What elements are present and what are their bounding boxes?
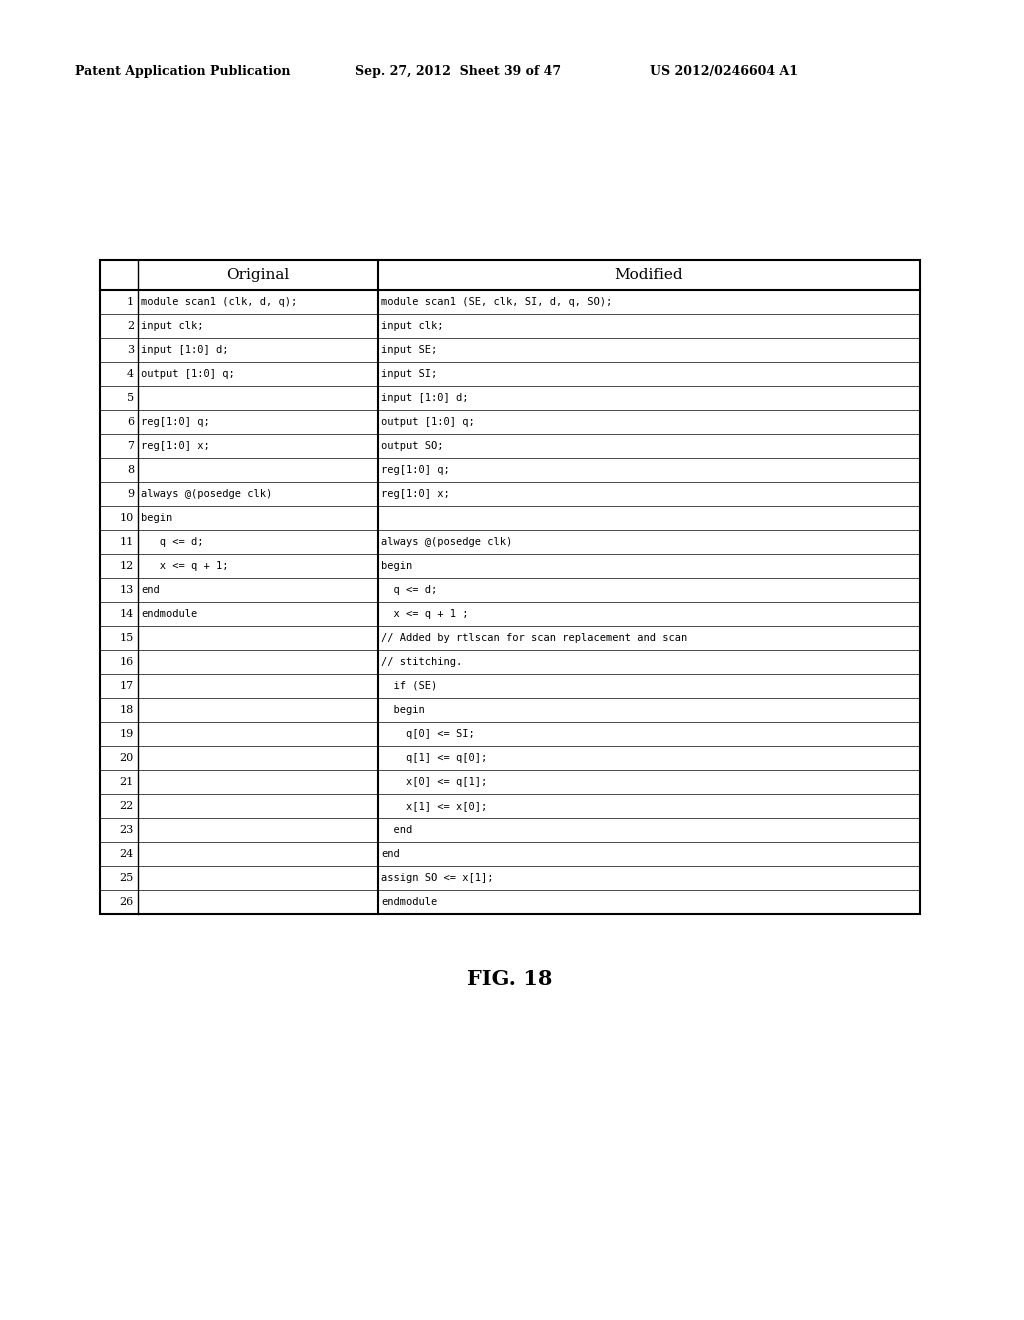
Text: 23: 23 <box>120 825 134 836</box>
Text: reg[1:0] q;: reg[1:0] q; <box>381 465 450 475</box>
Text: assign SO <= x[1];: assign SO <= x[1]; <box>381 873 494 883</box>
Text: 5: 5 <box>127 393 134 403</box>
Text: Original: Original <box>226 268 290 282</box>
Text: 10: 10 <box>120 513 134 523</box>
Text: endmodule: endmodule <box>381 898 437 907</box>
Text: q <= d;: q <= d; <box>381 585 437 595</box>
Text: 8: 8 <box>127 465 134 475</box>
Text: input SE;: input SE; <box>381 345 437 355</box>
Text: 18: 18 <box>120 705 134 715</box>
Text: 17: 17 <box>120 681 134 690</box>
Text: reg[1:0] q;: reg[1:0] q; <box>141 417 210 426</box>
Text: if (SE): if (SE) <box>381 681 437 690</box>
Text: input [1:0] d;: input [1:0] d; <box>141 345 228 355</box>
Text: x[0] <= q[1];: x[0] <= q[1]; <box>381 777 487 787</box>
Text: Patent Application Publication: Patent Application Publication <box>75 65 291 78</box>
Text: end: end <box>381 825 413 836</box>
Text: 4: 4 <box>127 370 134 379</box>
Text: Sep. 27, 2012  Sheet 39 of 47: Sep. 27, 2012 Sheet 39 of 47 <box>355 65 561 78</box>
Text: FIG. 18: FIG. 18 <box>467 969 553 989</box>
Text: 26: 26 <box>120 898 134 907</box>
Text: reg[1:0] x;: reg[1:0] x; <box>381 488 450 499</box>
Text: 3: 3 <box>127 345 134 355</box>
Text: input clk;: input clk; <box>141 321 204 331</box>
Text: US 2012/0246604 A1: US 2012/0246604 A1 <box>650 65 798 78</box>
Text: q <= d;: q <= d; <box>141 537 204 546</box>
Text: 9: 9 <box>127 488 134 499</box>
Text: 19: 19 <box>120 729 134 739</box>
Text: output [1:0] q;: output [1:0] q; <box>381 417 475 426</box>
Text: 7: 7 <box>127 441 134 451</box>
Text: 25: 25 <box>120 873 134 883</box>
Text: 1: 1 <box>127 297 134 308</box>
Text: reg[1:0] x;: reg[1:0] x; <box>141 441 210 451</box>
Text: begin: begin <box>381 561 413 572</box>
Text: begin: begin <box>141 513 172 523</box>
Text: q[0] <= SI;: q[0] <= SI; <box>381 729 475 739</box>
Text: 20: 20 <box>120 752 134 763</box>
Text: 15: 15 <box>120 634 134 643</box>
Text: 21: 21 <box>120 777 134 787</box>
Text: input clk;: input clk; <box>381 321 443 331</box>
Text: module scan1 (SE, clk, SI, d, q, SO);: module scan1 (SE, clk, SI, d, q, SO); <box>381 297 612 308</box>
Text: // stitching.: // stitching. <box>381 657 462 667</box>
Bar <box>100 260 920 913</box>
Text: 11: 11 <box>120 537 134 546</box>
Text: end: end <box>381 849 399 859</box>
Text: q[1] <= q[0];: q[1] <= q[0]; <box>381 752 487 763</box>
Text: 22: 22 <box>120 801 134 810</box>
Text: Modified: Modified <box>614 268 683 282</box>
Text: 24: 24 <box>120 849 134 859</box>
Text: // Added by rtlscan for scan replacement and scan: // Added by rtlscan for scan replacement… <box>381 634 687 643</box>
Text: 13: 13 <box>120 585 134 595</box>
Text: end: end <box>141 585 160 595</box>
Text: input [1:0] d;: input [1:0] d; <box>381 393 469 403</box>
Text: 2: 2 <box>127 321 134 331</box>
Text: output SO;: output SO; <box>381 441 443 451</box>
Text: module scan1 (clk, d, q);: module scan1 (clk, d, q); <box>141 297 297 308</box>
Text: output [1:0] q;: output [1:0] q; <box>141 370 234 379</box>
Text: input SI;: input SI; <box>381 370 437 379</box>
Text: 6: 6 <box>127 417 134 426</box>
Text: 16: 16 <box>120 657 134 667</box>
Text: x <= q + 1;: x <= q + 1; <box>141 561 228 572</box>
Text: x <= q + 1 ;: x <= q + 1 ; <box>381 609 469 619</box>
Text: x[1] <= x[0];: x[1] <= x[0]; <box>381 801 487 810</box>
Text: 12: 12 <box>120 561 134 572</box>
Text: always @(posedge clk): always @(posedge clk) <box>141 488 272 499</box>
Text: 14: 14 <box>120 609 134 619</box>
Text: always @(posedge clk): always @(posedge clk) <box>381 537 512 546</box>
Text: begin: begin <box>381 705 425 715</box>
Text: endmodule: endmodule <box>141 609 198 619</box>
